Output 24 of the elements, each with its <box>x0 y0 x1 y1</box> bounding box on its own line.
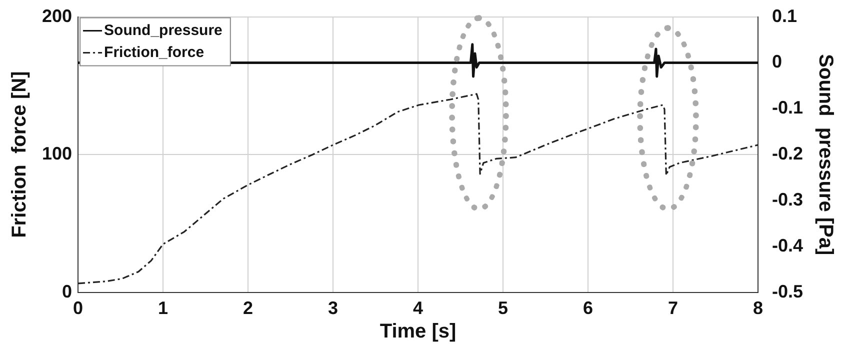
x-tick-label: 4 <box>413 298 424 318</box>
legend-label: Sound_pressure <box>104 22 222 39</box>
y2-tick-label: 0 <box>772 52 782 72</box>
y2-tick-label: 0.1 <box>772 6 798 26</box>
x-tick-label: 5 <box>498 298 508 318</box>
y-tick-label: 0 <box>62 281 72 302</box>
y-axis-title: Friction force [N] <box>8 71 31 238</box>
y2-tick-label: -0.3 <box>772 190 804 210</box>
x-tick-label: 7 <box>668 298 678 318</box>
y2-tick-label: -0.4 <box>772 235 804 256</box>
x-axis-title: Time [s] <box>380 320 456 343</box>
y2-tick-label: -0.1 <box>772 98 804 118</box>
x-tick-label: 3 <box>328 298 338 318</box>
y-tick-label: 100 <box>42 144 72 164</box>
y2-axis-title: Sound pressure [Pa] <box>814 54 836 256</box>
y2-tick-label: -0.5 <box>772 281 804 302</box>
line-series <box>78 93 758 284</box>
y-tick-label: 200 <box>42 6 72 26</box>
x-tick-label: 8 <box>752 298 763 318</box>
y2-tick-label: -0.2 <box>772 144 804 164</box>
x-tick-label: 6 <box>582 298 594 318</box>
legend-label: Friction_force <box>104 44 204 61</box>
x-tick-label: 1 <box>158 298 168 318</box>
x-tick-label: 2 <box>243 298 254 318</box>
